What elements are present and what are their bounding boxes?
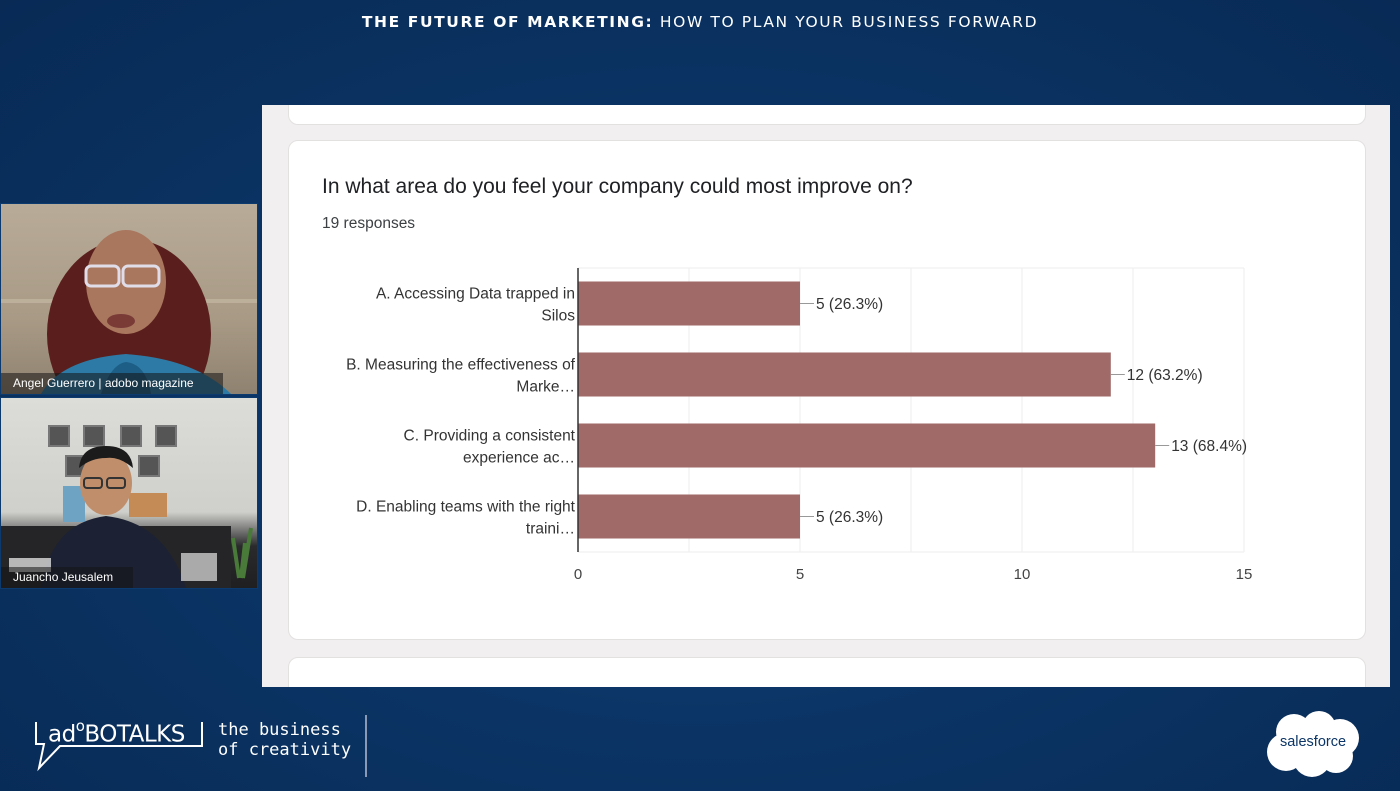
bar	[578, 352, 1111, 397]
footer-divider	[365, 715, 367, 777]
data-label: 12 (63.2%)	[1127, 367, 1203, 384]
participant-name: Angel Guerrero | adobo magazine	[1, 373, 223, 394]
brand-name-o: o	[75, 717, 85, 735]
participant-video-feed	[1, 425, 253, 588]
x-tick-label: 15	[1236, 566, 1253, 583]
event-title-subtitle: HOW TO PLAN YOUR BUSINESS FORWARD	[659, 13, 1039, 31]
salesforce-logo: salesforce	[1267, 711, 1359, 777]
x-tick-label: 0	[574, 566, 582, 583]
category-label: B. Measuring the effectiveness of	[346, 357, 576, 374]
speech-bubble-icon	[35, 722, 203, 772]
category-label: A. Accessing Data trapped in	[376, 286, 575, 303]
brand-name-rest: BOTALKS	[84, 721, 185, 748]
category-label: D. Enabling teams with the right	[356, 499, 576, 516]
tagline: the business of creativity	[218, 720, 351, 760]
data-label: 5 (26.3%)	[816, 296, 883, 313]
category-label: Marke…	[516, 379, 575, 396]
x-tick-label: 10	[1014, 566, 1031, 583]
bar-chart: 0 5 10 15 5 (26.3%) A. Accessing Data trapped…	[346, 267, 1253, 583]
response-count: 19 responses	[322, 215, 416, 232]
x-tick-label: 5	[796, 566, 804, 583]
event-title: THE FUTURE OF MARKETING: HOW TO PLAN YOU…	[0, 13, 1400, 31]
form-question-card: In what area do you feel your company co…	[288, 140, 1366, 640]
bar	[578, 423, 1156, 468]
participant-video-tile[interactable]: Angel Guerrero | adobo magazine	[0, 203, 258, 395]
sponsor-name: salesforce	[1280, 734, 1346, 750]
data-label: 5 (26.3%)	[816, 509, 883, 526]
form-card-next	[288, 657, 1366, 687]
category-label: Silos	[541, 308, 575, 325]
participant-video-tile[interactable]: Juancho Jeusalem	[0, 397, 258, 589]
bar	[578, 494, 800, 539]
participant-name: Juancho Jeusalem	[1, 567, 133, 588]
bar	[578, 281, 800, 326]
participant-video-feed	[1, 230, 257, 394]
event-title-bold: THE FUTURE OF MARKETING:	[361, 13, 654, 31]
cloud-icon	[1267, 711, 1359, 777]
shared-screen: In what area do you feel your company co…	[262, 105, 1390, 687]
tagline-line-2: of creativity	[218, 740, 352, 760]
brand-name: adoboadoBOTALKS	[48, 717, 185, 748]
category-label: C. Providing a consistent	[404, 428, 576, 445]
category-label: experience ac…	[463, 450, 575, 467]
question-title: In what area do you feel your company co…	[322, 175, 913, 198]
data-label: 13 (68.4%)	[1171, 438, 1247, 455]
tagline-line-1: the business	[218, 720, 341, 740]
category-label: traini…	[526, 521, 575, 538]
form-card-previous	[288, 105, 1366, 125]
